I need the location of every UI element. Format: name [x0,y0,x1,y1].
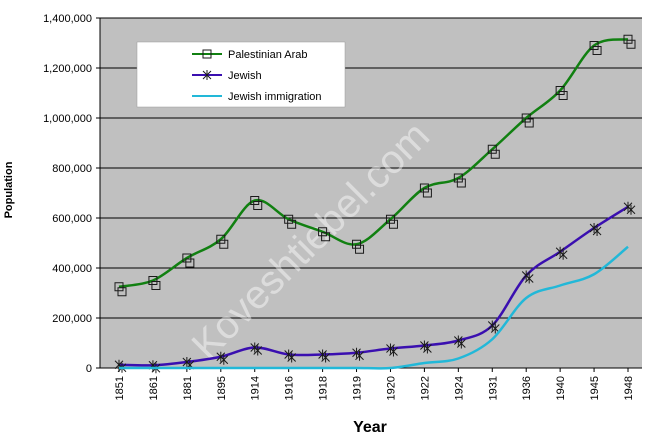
x-tick-label: 1881 [182,376,194,400]
data-point-palestinian-arab [592,46,602,55]
data-point-palestinian-arab [524,118,534,128]
x-axis: 1851 1861 1881 1895 1914 1916 1918 1919 1920 1922… [100,367,642,400]
data-point-palestinian-arab [151,281,161,290]
data-point-palestinian-arab [117,287,127,297]
x-tick-label: 1920 [385,376,397,400]
data-point-palestinian-arab [318,227,328,237]
data-point-jewish [487,320,500,334]
data-point-palestinian-arab [385,214,395,224]
data-point-palestinian-arab [182,253,192,263]
data-point-jewish [521,270,534,284]
data-point-palestinian-arab [487,144,497,154]
data-point-palestinian-arab [555,86,565,95]
data-point-jewish [250,342,263,356]
gridlines [100,17,642,319]
data-point-palestinian-arab [321,232,331,242]
legend-label-arab: Palestinian Arab [228,49,308,61]
data-point-palestinian-arab [521,113,531,123]
data-point-jewish [318,349,330,363]
data-point-palestinian-arab [388,219,398,229]
data-point-jewish [386,343,398,357]
y-tick-label: 800,000 [52,163,92,175]
legend-marker-jewish [202,70,212,80]
y-tick-label: 0 [86,363,92,375]
legend-box [136,41,346,108]
data-point-palestinian-arab [355,244,365,254]
data-point-palestinian-arab [490,149,500,159]
data-point-palestinian-arab [250,196,260,205]
data-point-palestinian-arab [453,173,463,183]
data-point-palestinian-arab [623,34,633,44]
data-point-palestinian-arab [422,188,432,198]
legend-label-jewish: Jewish [228,70,262,82]
y-tick-label: 1,000,000 [43,113,92,125]
data-point-palestinian-arab [352,239,362,249]
x-tick-label: 1851 [114,376,126,400]
y-tick-label: 600,000 [52,213,92,225]
x-tick-label: 1922 [419,376,431,400]
series-line-jewish-immigration [119,245,629,370]
x-tick-label: 1914 [250,376,262,400]
x-tick-label: 1916 [284,376,296,400]
data-point-jewish [623,201,636,215]
x-tick-label: 1861 [148,376,160,400]
x-tick-label: 1945 [589,376,601,400]
data-point-palestinian-arab [558,91,568,100]
data-point-jewish [352,347,364,361]
y-tick-label: 1,400,000 [43,13,92,25]
data-point-palestinian-arab [419,183,429,193]
x-tick-label: 1940 [555,376,567,400]
x-tick-label: 1924 [453,376,465,400]
data-point-palestinian-arab [185,258,195,268]
data-point-palestinian-arab [589,41,599,50]
data-point-jewish [284,349,297,363]
x-tick-label: 1936 [521,376,533,400]
x-tick-label: 1919 [352,376,364,400]
y-tick-label: 200,000 [52,313,92,325]
data-point-jewish [555,246,568,260]
data-point-palestinian-arab [148,276,158,285]
series-line-jewish [118,205,629,367]
x-tick-label: 1948 [623,376,635,400]
data-point-palestinian-arab [114,282,124,292]
data-point-palestinian-arab [287,219,297,229]
y-axis: 0 200,000 400,000 600,000 800,000 1,000,000 1,… [43,13,101,375]
legend-label-immigration: Jewish immigration [228,91,322,103]
x-tick-label: 1931 [487,376,499,400]
data-point-jewish [453,335,466,349]
data-point-palestinian-arab [456,178,466,188]
series-group [114,34,636,374]
data-point-palestinian-arab [284,214,294,224]
x-tick-label: 1918 [318,376,330,400]
data-point-jewish [216,351,229,365]
data-point-palestinian-arab [626,39,636,49]
y-tick-label: 1,200,000 [43,63,92,75]
data-point-palestinian-arab [253,201,263,210]
data-point-jewish [420,340,432,354]
data-point-jewish [589,223,602,236]
y-tick-label: 400,000 [52,263,92,275]
x-axis-title: Year [353,419,387,436]
y-axis-title: Population [3,161,15,218]
legend: Palestinian Arab Jewish Jewish immigrati… [136,41,346,108]
series-line-palestinian-arab [118,38,629,288]
data-point-palestinian-arab [216,234,226,244]
data-point-palestinian-arab [219,239,229,249]
legend-marker-arab [202,49,212,59]
x-tick-label: 1895 [216,376,228,400]
